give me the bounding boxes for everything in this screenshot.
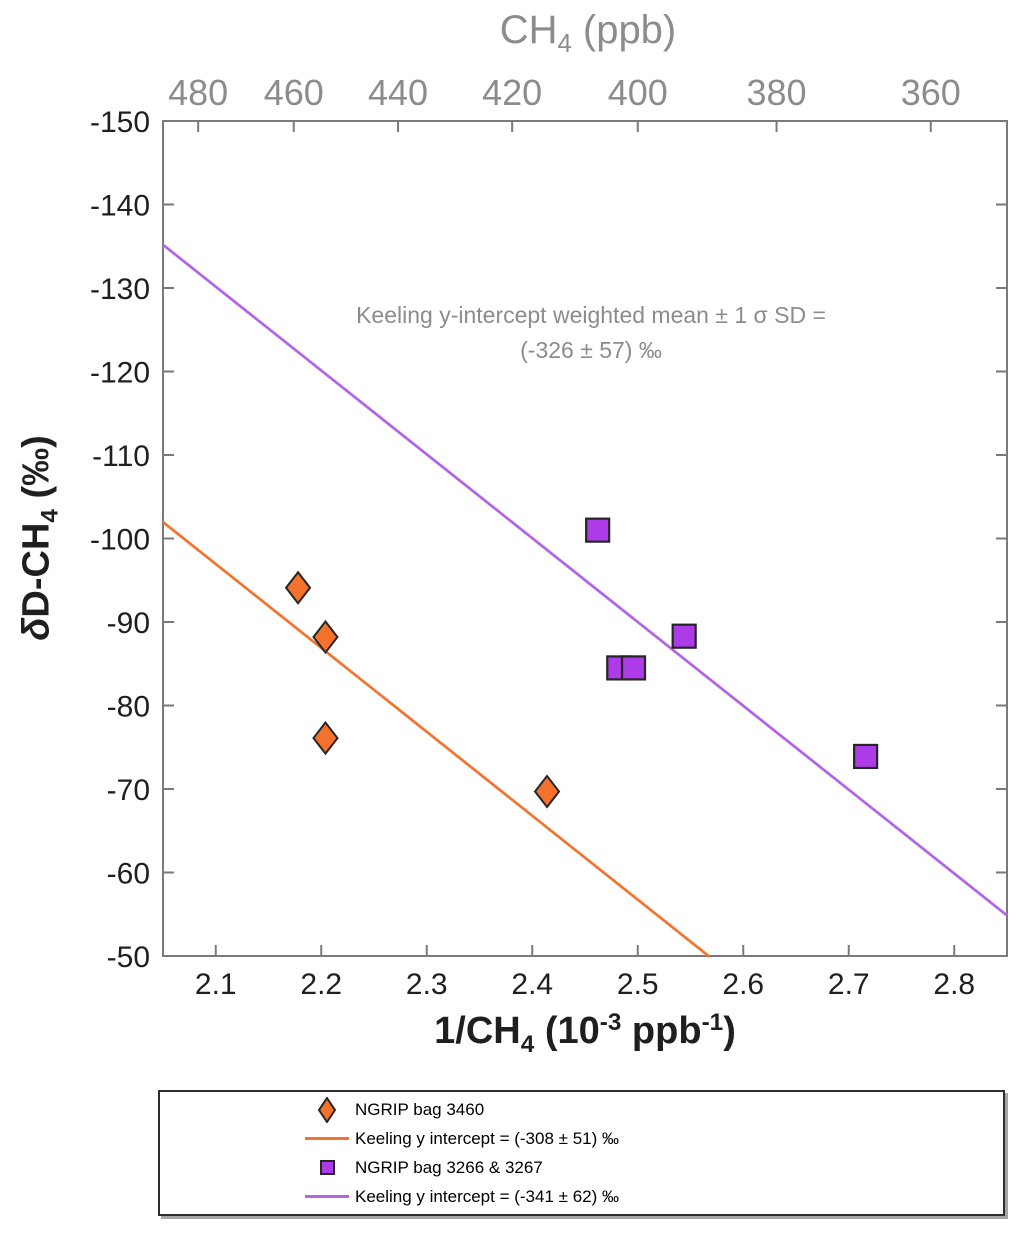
y-tick-label: -140 <box>90 190 150 223</box>
x-tick-label: 2.7 <box>828 968 870 1001</box>
legend-box: NGRIP bag 3460 Keeling y intercept = (-3… <box>158 1090 1005 1216</box>
x-tick-label: 2.5 <box>617 968 659 1001</box>
annotation-line1: Keeling y-intercept weighted mean ± 1 σ … <box>356 302 826 328</box>
x-axis-title-text: 1/CH <box>434 1010 521 1052</box>
annotation-line2: (-326 ± 57) ‰ <box>520 337 662 363</box>
legend-item-orange-fit: Keeling y intercept = (-308 ± 51) ‰ <box>305 1124 1003 1153</box>
y-tick-label: -110 <box>92 440 150 473</box>
x-axis-title-unit1: (10 <box>534 1010 600 1052</box>
y-tick-label: -90 <box>107 607 150 640</box>
y-axis-title: δD-CH4 (‰) <box>15 435 64 641</box>
top-axis-title-unit: (ppb) <box>571 8 677 52</box>
x-axis-title-sub: 4 <box>520 1030 535 1058</box>
y-tick-label: -50 <box>107 941 150 974</box>
top-axis-title-sub: 4 <box>557 29 572 58</box>
x-tick-label: 2.2 <box>300 968 342 1001</box>
square-marker-icon <box>305 1160 349 1175</box>
data-point-diamond <box>312 720 339 756</box>
y-axis-title-text: D-CH <box>15 522 58 618</box>
orange-line-icon <box>305 1137 349 1140</box>
top-tick-label: 420 <box>482 72 542 113</box>
data-point-square <box>585 517 611 543</box>
x-tick-label: 2.4 <box>511 968 553 1001</box>
x-axis-title-sup1: -3 <box>599 1008 622 1036</box>
x-axis-title-sup2: -1 <box>701 1008 724 1036</box>
y-tick-label: -150 <box>90 106 150 139</box>
top-axis-title-text: CH <box>499 8 558 52</box>
legend-item-purple-fit: Keeling y intercept = (-341 ± 62) ‰ <box>305 1182 1003 1211</box>
diamond-marker-icon <box>305 1096 349 1123</box>
top-tick-label: 460 <box>264 72 324 113</box>
legend-label: Keeling y intercept = (-308 ± 51) ‰ <box>355 1128 619 1148</box>
y-tick-label: -120 <box>90 357 150 390</box>
x-tick-label: 2.6 <box>722 968 764 1001</box>
y-axis-title-sub: 4 <box>36 509 63 523</box>
keeling-fit-line <box>162 243 1008 917</box>
legend-label: NGRIP bag 3266 & 3267 <box>355 1157 543 1177</box>
x-tick-label: 2.8 <box>933 968 975 1001</box>
purple-line-icon <box>305 1195 349 1198</box>
y-tick-label: -60 <box>107 858 150 891</box>
data-point-diamond <box>533 774 561 809</box>
y-tick-label: -100 <box>90 524 150 557</box>
top-tick-label: 400 <box>608 72 668 113</box>
legend-label: Keeling y intercept = (-341 ± 62) ‰ <box>355 1186 619 1206</box>
y-axis-title-delta: δ <box>15 617 58 641</box>
x-tick-label: 2.3 <box>406 968 448 1001</box>
top-axis-title: CH4 (ppb) <box>499 8 677 58</box>
legend-item-ngrip-3460: NGRIP bag 3460 <box>305 1095 1003 1124</box>
top-tick-label: 480 <box>168 72 228 113</box>
top-tick-label: 360 <box>901 72 961 113</box>
data-point-diamond <box>284 570 312 605</box>
x-tick-label: 2.1 <box>195 968 237 1001</box>
top-tick-label: 440 <box>368 72 428 113</box>
x-axis-title-unit3: ) <box>723 1010 736 1052</box>
x-axis-title: 1/CH4 (10-3 ppb-1) <box>434 1008 736 1058</box>
data-point-diamond <box>312 619 339 655</box>
keeling-mean-annotation: Keeling y-intercept weighted mean ± 1 σ … <box>356 298 826 368</box>
data-point-square <box>853 743 879 770</box>
data-point-square <box>671 623 697 649</box>
legend-label: NGRIP bag 3460 <box>355 1099 485 1119</box>
y-tick-label: -70 <box>107 774 150 807</box>
legend-item-ngrip-3266-3267: NGRIP bag 3266 & 3267 <box>305 1153 1003 1182</box>
y-tick-label: -80 <box>107 691 150 724</box>
plot-box <box>162 120 1008 957</box>
y-axis-title-unit: (‰) <box>15 435 58 510</box>
top-tick-label: 380 <box>747 72 807 113</box>
x-axis-title-unit2: ppb <box>621 1010 702 1052</box>
keeling-fit-line <box>162 520 711 958</box>
y-tick-label: -130 <box>90 273 150 306</box>
data-point-square <box>620 655 647 681</box>
